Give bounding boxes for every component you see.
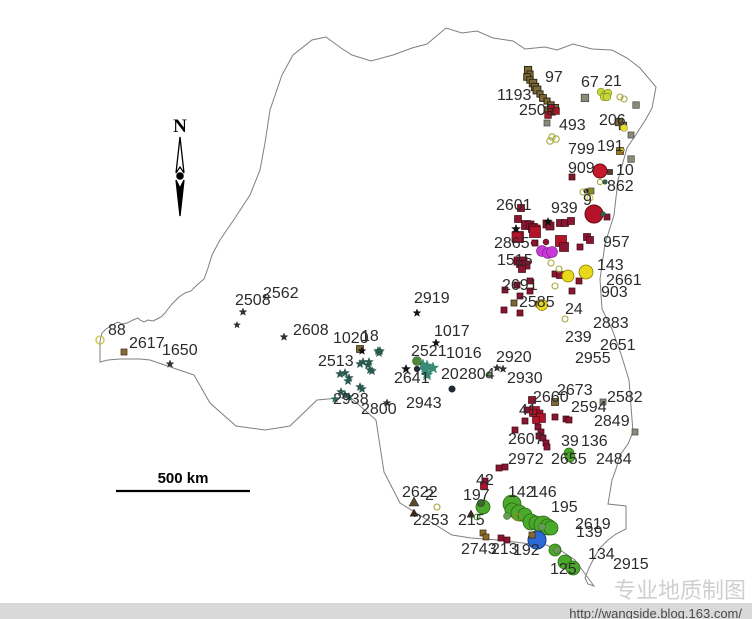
svg-text:2655: 2655 xyxy=(551,451,587,468)
svg-text:1515: 1515 xyxy=(497,252,533,269)
svg-text:N: N xyxy=(173,116,187,137)
svg-text:1016: 1016 xyxy=(446,345,482,362)
svg-text:862: 862 xyxy=(607,178,634,195)
svg-text:206: 206 xyxy=(599,112,626,129)
svg-text:39: 39 xyxy=(561,433,579,450)
svg-text:18: 18 xyxy=(361,328,379,345)
svg-text:2800: 2800 xyxy=(361,401,397,418)
svg-text:9: 9 xyxy=(583,192,592,209)
svg-text:2607: 2607 xyxy=(508,431,544,448)
svg-text:2930: 2930 xyxy=(507,370,543,387)
svg-text:2505: 2505 xyxy=(519,102,555,119)
svg-text:2608: 2608 xyxy=(293,322,329,339)
svg-text:41: 41 xyxy=(519,402,537,419)
svg-text:2804: 2804 xyxy=(459,366,495,383)
svg-text:2919: 2919 xyxy=(414,290,450,307)
svg-text:2521: 2521 xyxy=(411,343,447,360)
svg-text:24: 24 xyxy=(565,301,583,318)
svg-text:903: 903 xyxy=(601,284,628,301)
svg-text:136: 136 xyxy=(581,433,608,450)
svg-text:2585: 2585 xyxy=(519,294,555,311)
svg-text:2513: 2513 xyxy=(318,353,354,370)
svg-text:2920: 2920 xyxy=(496,349,532,366)
svg-text:134: 134 xyxy=(588,546,615,563)
svg-text:2915: 2915 xyxy=(613,556,649,573)
svg-text:197: 197 xyxy=(463,487,490,504)
svg-text:2601: 2601 xyxy=(496,197,532,214)
svg-text:88: 88 xyxy=(108,322,126,339)
svg-text:2582: 2582 xyxy=(607,389,643,406)
svg-text:239: 239 xyxy=(565,329,592,346)
svg-text:2865: 2865 xyxy=(494,235,530,252)
svg-text:2691: 2691 xyxy=(502,277,538,294)
svg-text:2617: 2617 xyxy=(129,335,165,352)
svg-text:195: 195 xyxy=(551,499,578,516)
svg-text:10: 10 xyxy=(616,162,634,179)
svg-text:493: 493 xyxy=(559,117,586,134)
svg-text:139: 139 xyxy=(576,524,603,541)
svg-text:909: 909 xyxy=(568,160,595,177)
svg-text:125: 125 xyxy=(550,561,577,578)
svg-text:191: 191 xyxy=(597,138,624,155)
svg-text:215: 215 xyxy=(458,512,485,529)
svg-text:2955: 2955 xyxy=(575,350,611,367)
svg-text:2883: 2883 xyxy=(593,315,629,332)
svg-text:21: 21 xyxy=(604,73,622,90)
svg-text:1017: 1017 xyxy=(434,323,470,340)
svg-text:2943: 2943 xyxy=(406,395,442,412)
svg-text:2: 2 xyxy=(425,487,434,504)
svg-text:2972: 2972 xyxy=(508,451,544,468)
svg-text:97: 97 xyxy=(545,69,563,86)
svg-text:2673: 2673 xyxy=(557,382,593,399)
svg-text:192: 192 xyxy=(513,542,540,559)
svg-text:42: 42 xyxy=(476,472,494,489)
svg-text:799: 799 xyxy=(568,141,595,158)
svg-text:957: 957 xyxy=(603,234,630,251)
svg-text:2562: 2562 xyxy=(263,285,299,302)
svg-text:1650: 1650 xyxy=(162,342,198,359)
svg-text:500 km: 500 km xyxy=(158,470,209,487)
svg-text:2641: 2641 xyxy=(394,370,430,387)
svg-text:2484: 2484 xyxy=(596,451,632,468)
svg-text:939: 939 xyxy=(551,200,578,217)
svg-text:2253: 2253 xyxy=(413,512,449,529)
svg-text:67: 67 xyxy=(581,74,599,91)
svg-text:2849: 2849 xyxy=(594,413,630,430)
svg-text:20: 20 xyxy=(441,366,459,383)
